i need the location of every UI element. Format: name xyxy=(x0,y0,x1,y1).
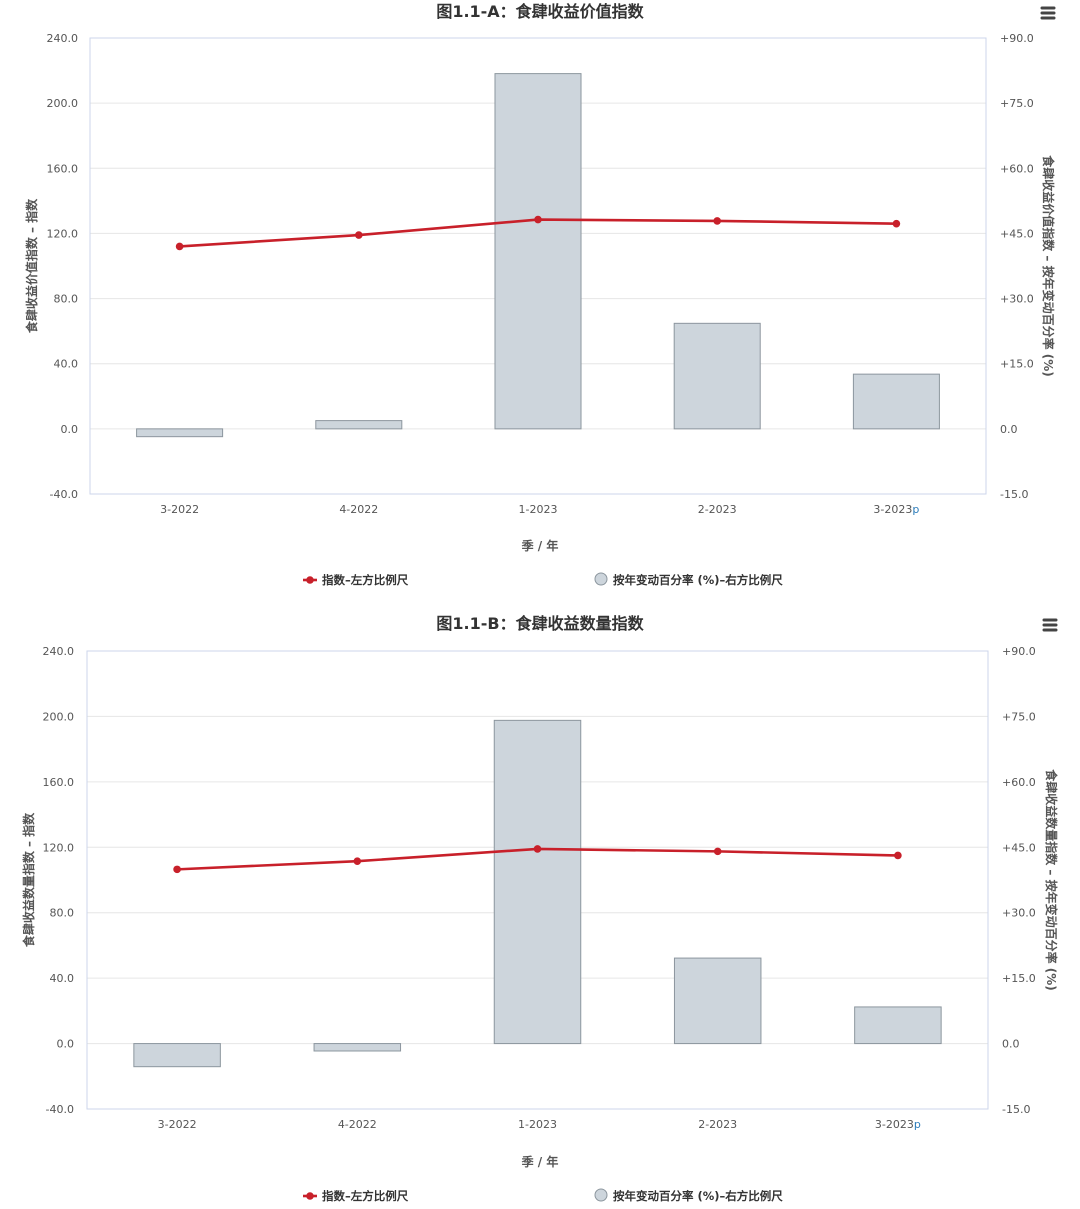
chart-b-right-tick-label: +45.0 xyxy=(1002,841,1036,854)
chart-a-title: 图1.1-A：食肆收益价值指数 xyxy=(436,2,644,21)
chart-b-left-tick-label: 200.0 xyxy=(43,710,75,723)
chart-a-right-tick-label: +15.0 xyxy=(1000,358,1034,371)
chart-b-plot-area xyxy=(86,650,989,1110)
chart-b-right-tick-label: +15.0 xyxy=(1002,972,1036,985)
chart-b-x-tick-label: 3-2023p xyxy=(875,1118,921,1131)
chart-b-index-point-1-2023[interactable] xyxy=(533,845,542,853)
chart-a-bar-3-2022[interactable] xyxy=(136,428,224,438)
chart-a-right-tick-label: +60.0 xyxy=(1000,162,1034,175)
chart-a-x-axis-title: 季 / 年 xyxy=(521,538,559,553)
chart-a-bar-3-2023[interactable] xyxy=(852,373,940,430)
chart-a-left-tick-label: 240.0 xyxy=(47,32,79,45)
chart-a-index-point-1-2023[interactable] xyxy=(534,215,542,224)
chart-a-left-tick-label: -40.0 xyxy=(50,488,78,501)
chart-b-x-tick-label: 4-2022 xyxy=(338,1118,377,1131)
chart-a-left-tick-label: 0.0 xyxy=(61,423,79,436)
chart-b-left-tick-label: 160.0 xyxy=(43,776,75,789)
chart-b-provisional-marker: p xyxy=(914,1118,921,1131)
chart-b-legend-line-marker[interactable] xyxy=(306,1192,314,1200)
chart-b-left-tick-label: -40.0 xyxy=(46,1103,74,1116)
chart-b-left-tick-label: 240.0 xyxy=(43,645,75,658)
chart-b-title: 图1.1-B：食肆收益数量指数 xyxy=(436,614,644,633)
hamburger-menu-icon[interactable] xyxy=(1040,615,1060,635)
chart-b-right-tick-label: 0.0 xyxy=(1002,1038,1020,1051)
chart-a-left-axis-title: 食肆收益价值指数 – 指数 xyxy=(24,198,39,334)
chart-a-legend-item-index[interactable]: 指数–左方比例尺 xyxy=(322,573,409,587)
chart-panel-b: 图1.1-B：食肆收益数量指数 -40.0 -15.0 0.0 0.0 40.0 +15.0… xyxy=(21,614,1060,1203)
chart-a-left-tick-label: 160.0 xyxy=(47,162,79,175)
chart-a-left-tick-label: 80.0 xyxy=(54,293,79,306)
chart-a-provisional-marker: p xyxy=(912,503,919,516)
chart-a-index-point-3-2023[interactable] xyxy=(892,219,901,228)
chart-a-legend-line-marker[interactable] xyxy=(306,576,314,584)
chart-b-index-point-2-2023[interactable] xyxy=(713,847,722,856)
chart-b-bar-3-2023[interactable] xyxy=(854,1006,942,1045)
menu-icon-hitarea[interactable] xyxy=(1040,615,1060,635)
chart-b-bar-3-2022[interactable] xyxy=(133,1043,221,1068)
chart-a-right-tick-label: +90.0 xyxy=(1000,32,1034,45)
chart-b-right-tick-label: +30.0 xyxy=(1002,907,1036,920)
chart-b-left-tick-label: 80.0 xyxy=(50,907,75,920)
chart-b-legend-item-index[interactable]: 指数–左方比例尺 xyxy=(322,1189,409,1203)
chart-a-left-tick-label: 200.0 xyxy=(47,97,79,110)
chart-b-right-tick-label: -15.0 xyxy=(1002,1103,1030,1116)
chart-b-left-tick-label: 120.0 xyxy=(43,841,75,854)
chart-b-left-axis-title: 食肆收益数量指数 – 指数 xyxy=(21,812,36,948)
chart-b-x-tick-label: 1-2023 xyxy=(518,1118,557,1131)
chart-b-index-point-4-2022[interactable] xyxy=(353,857,362,865)
chart-b-left-tick-label: 40.0 xyxy=(50,972,75,985)
chart-a-legend-bar-marker[interactable] xyxy=(594,572,608,586)
chart-b-legend-item-yoy[interactable]: 按年变动百分率 (%)–右方比例尺 xyxy=(613,1189,783,1203)
chart-b-legend: 指数–左方比例尺 按年变动百分率 (%)–右方比例尺 xyxy=(303,1188,783,1203)
chart-b-x-tick-label: 3-2022 xyxy=(158,1118,197,1131)
chart-a-bar-4-2022[interactable] xyxy=(315,420,403,430)
chart-b-right-tick-label: +60.0 xyxy=(1002,776,1036,789)
chart-b-bar-2-2023[interactable] xyxy=(673,957,762,1045)
chart-a-index-point-2-2023[interactable] xyxy=(713,217,721,225)
chart-b-bar-1-2023[interactable] xyxy=(493,719,582,1045)
chart-a-right-tick-label: -15.0 xyxy=(1000,488,1028,501)
chart-b-bar-4-2022[interactable] xyxy=(313,1043,402,1052)
chart-b-index-point-3-2023[interactable] xyxy=(894,851,902,860)
chart-a-x-tick-label: 2-2023 xyxy=(698,503,737,516)
chart-b-right-tick-label: +75.0 xyxy=(1002,710,1036,723)
chart-a-index-point-4-2022[interactable] xyxy=(355,231,363,239)
chart-a-right-axis-title: 食肆收益价值指数 – 按年变动百分率 (%) xyxy=(1041,154,1056,377)
chart-a-right-tick-label: +45.0 xyxy=(1000,227,1034,240)
chart-b-right-tick-label: +90.0 xyxy=(1002,645,1036,658)
chart-b-right-axis-title: 食肆收益数量指数 – 按年变动百分率 (%) xyxy=(1044,768,1059,991)
chart-a-left-tick-label: 40.0 xyxy=(54,358,79,371)
chart-a-x-tick-label: 3-2022 xyxy=(160,503,199,516)
chart-a-x-tick-label: 1-2023 xyxy=(519,503,558,516)
chart-panel-a: 图1.1-A：食肆收益价值指数 -40.0 -15.0 0.0 0.0 40.0 +15.0… xyxy=(24,2,1058,587)
chart-a-plot-area xyxy=(89,37,987,495)
menu-icon-hitarea[interactable] xyxy=(1038,3,1058,23)
hamburger-menu-icon[interactable] xyxy=(1038,3,1058,23)
chart-b-x-tick-label: 2-2023 xyxy=(698,1118,737,1131)
chart-a-bar-2-2023[interactable] xyxy=(673,322,761,430)
chart-a-right-tick-label: +75.0 xyxy=(1000,97,1034,110)
chart-b-x-axis-title: 季 / 年 xyxy=(521,1154,559,1169)
chart-a-x-tick-label: 3-2023p xyxy=(873,503,919,516)
chart-a-bar-1-2023[interactable] xyxy=(494,73,582,430)
chart-a-right-tick-label: +30.0 xyxy=(1000,293,1034,306)
chart-b-left-tick-label: 0.0 xyxy=(57,1038,75,1051)
chart-a-x-tick-label: 4-2022 xyxy=(339,503,378,516)
chart-a-legend: 指数–左方比例尺 按年变动百分率 (%)–右方比例尺 xyxy=(303,572,783,587)
chart-b-index-point-3-2022[interactable] xyxy=(173,865,181,874)
chart-a-left-tick-label: 120.0 xyxy=(47,227,79,240)
chart-a-right-tick-label: 0.0 xyxy=(1000,423,1018,436)
chart-a-legend-item-yoy[interactable]: 按年变动百分率 (%)–右方比例尺 xyxy=(613,573,783,587)
chart-a-index-point-3-2022[interactable] xyxy=(175,242,184,251)
chart-b-legend-bar-marker[interactable] xyxy=(594,1188,608,1202)
